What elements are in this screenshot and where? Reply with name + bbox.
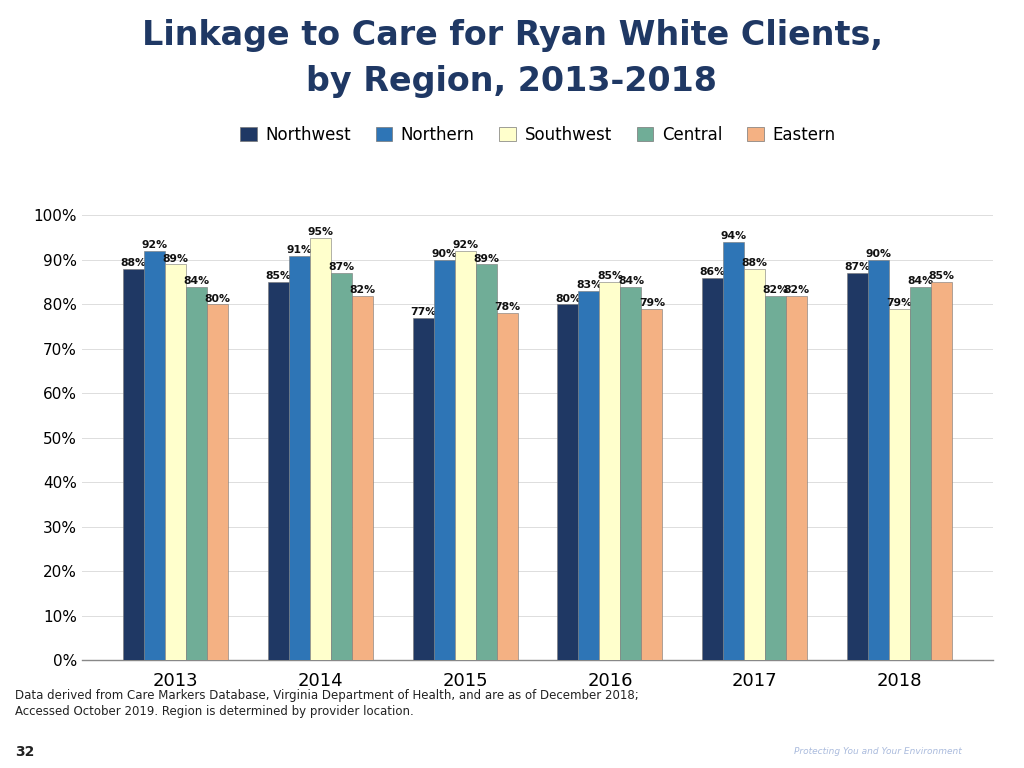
Text: OF HEALTH: OF HEALTH [916,730,977,740]
Bar [744,269,765,660]
Text: 92%: 92% [141,240,168,250]
Text: 85%: 85% [929,271,954,281]
Text: 91%: 91% [287,245,312,255]
Text: 32: 32 [15,745,35,759]
Text: 80%: 80% [555,293,581,303]
Bar [557,304,579,660]
Bar [289,256,310,660]
Bar [165,264,186,660]
Bar [352,296,373,660]
Text: 78%: 78% [495,303,520,313]
Text: Linkage to Care for Ryan White Clients,: Linkage to Care for Ryan White Clients, [141,19,883,52]
Text: 88%: 88% [121,258,146,268]
Text: Protecting You and Your Environment: Protecting You and Your Environment [794,746,962,756]
Text: Data derived from Care Markers Database, Virginia Department of Health, and are : Data derived from Care Markers Database,… [15,689,639,702]
Bar [723,242,744,660]
Bar [144,251,165,660]
Bar [702,278,723,660]
Text: 85%: 85% [265,271,292,281]
Bar [476,264,497,660]
Text: 82%: 82% [349,285,376,295]
Bar [786,296,807,660]
Text: DEPARTMENT: DEPARTMENT [916,717,990,727]
Text: 92%: 92% [453,240,478,250]
Bar [331,273,352,660]
Bar [889,309,910,660]
Bar [931,282,952,660]
Bar [497,313,518,660]
Bar [434,260,455,660]
Bar [641,309,663,660]
Bar [765,296,786,660]
Text: 87%: 87% [329,263,354,273]
Text: 94%: 94% [721,231,746,241]
Text: 79%: 79% [639,298,665,308]
Bar [123,269,144,660]
Bar [207,304,228,660]
Text: 89%: 89% [163,253,188,263]
Text: 80%: 80% [205,293,230,303]
Text: 89%: 89% [473,253,500,263]
Text: 84%: 84% [907,276,934,286]
Text: 86%: 86% [699,267,726,277]
Text: VDH: VDH [814,700,930,744]
Text: 77%: 77% [411,307,436,317]
Text: 90%: 90% [431,249,458,259]
Text: 84%: 84% [183,276,210,286]
Legend: Northwest, Northern, Southwest, Central, Eastern: Northwest, Northern, Southwest, Central,… [233,119,842,151]
Text: 82%: 82% [783,285,810,295]
Bar [310,238,331,660]
Text: 82%: 82% [763,285,788,295]
Text: by Region, 2013-2018: by Region, 2013-2018 [306,65,718,98]
Text: 87%: 87% [845,263,870,273]
Bar [268,282,289,660]
Text: 85%: 85% [597,271,623,281]
Bar [868,260,889,660]
Bar [579,291,599,660]
Bar [455,251,476,660]
Text: 88%: 88% [741,258,768,268]
Bar [413,318,434,660]
Text: 90%: 90% [865,249,892,259]
Bar [847,273,868,660]
Text: 84%: 84% [617,276,644,286]
Text: 83%: 83% [575,280,602,290]
Text: Accessed October 2019. Region is determined by provider location.: Accessed October 2019. Region is determi… [15,705,414,718]
Bar [599,282,621,660]
Text: VIRGINIA: VIRGINIA [916,705,966,715]
Bar [186,286,207,660]
Bar [621,286,641,660]
Text: 79%: 79% [887,298,912,308]
Bar [910,286,931,660]
Text: 95%: 95% [307,227,334,237]
